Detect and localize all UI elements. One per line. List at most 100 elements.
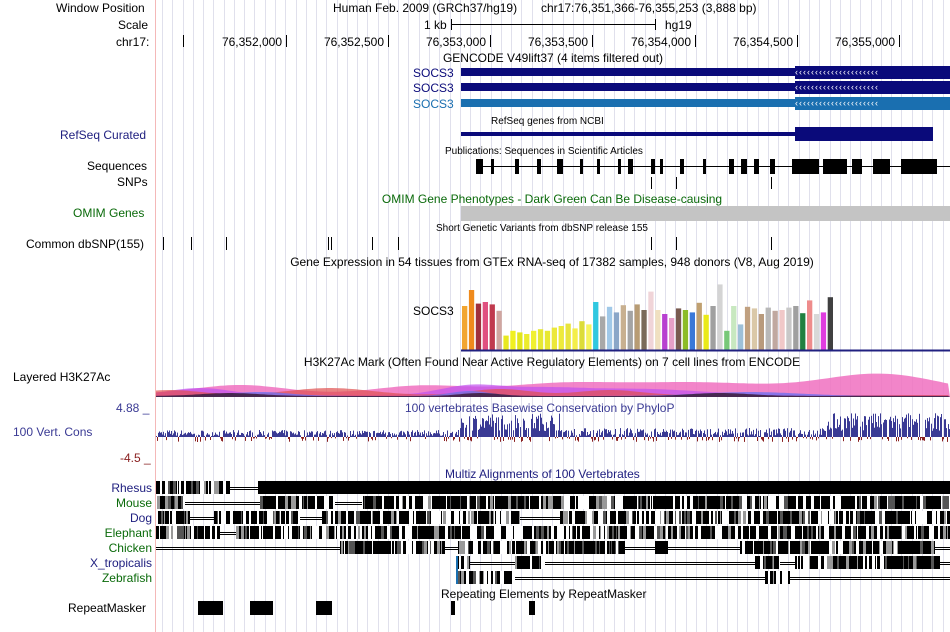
gencode-utr[interactable] xyxy=(461,99,795,107)
omim-track-label[interactable]: OMIM Genes xyxy=(73,206,145,220)
sequence-block[interactable] xyxy=(557,159,563,174)
sequence-block[interactable] xyxy=(823,159,847,174)
h3k27ac-track-label[interactable]: Layered H3K27Ac xyxy=(13,370,111,384)
gtex-bar[interactable] xyxy=(724,330,730,350)
gtex-bar[interactable] xyxy=(565,323,571,350)
alignment-block[interactable] xyxy=(456,571,515,584)
alignment-block[interactable] xyxy=(560,511,950,524)
sequences-track-label[interactable]: Sequences xyxy=(87,159,148,173)
alignment-block[interactable] xyxy=(236,526,950,539)
dbsnp-variant[interactable] xyxy=(331,237,332,250)
snp-tick[interactable] xyxy=(651,177,652,189)
gtex-bar[interactable] xyxy=(503,335,509,350)
snp-tick[interactable] xyxy=(771,177,772,189)
refseq-utr[interactable] xyxy=(461,132,795,136)
dbsnp-variant[interactable] xyxy=(651,237,652,250)
multiz-species-label[interactable]: Dog xyxy=(129,511,152,525)
gtex-bar[interactable] xyxy=(744,306,751,350)
repeat-element[interactable] xyxy=(529,601,535,615)
gtex-bar[interactable] xyxy=(820,312,827,350)
sequence-block[interactable] xyxy=(476,159,483,174)
alignment-block[interactable] xyxy=(156,511,190,524)
sequence-block[interactable] xyxy=(741,159,747,174)
multiz-species-label[interactable]: Elephant xyxy=(104,526,152,540)
gencode-exon-end[interactable] xyxy=(933,66,950,79)
gtex-bar[interactable] xyxy=(600,316,606,350)
sequence-block[interactable] xyxy=(618,159,621,174)
multiz-species-label[interactable]: Mouse xyxy=(115,496,152,510)
gtex-bar[interactable] xyxy=(703,314,709,350)
gencode-item-label[interactable]: SOCS3 xyxy=(413,81,454,95)
alignment-block[interactable] xyxy=(258,481,950,494)
gtex-bar[interactable] xyxy=(613,312,620,350)
gencode-exon-end[interactable] xyxy=(933,81,950,94)
gtex-bar[interactable] xyxy=(786,307,792,350)
sequence-block[interactable] xyxy=(901,159,937,174)
alignment-block[interactable] xyxy=(458,541,625,554)
alignment-block[interactable] xyxy=(515,556,545,569)
gtex-bar[interactable] xyxy=(827,297,833,350)
gtex-bar[interactable] xyxy=(551,327,557,350)
gtex-bar[interactable] xyxy=(524,334,530,350)
dbsnp-variant[interactable] xyxy=(163,237,164,250)
multiz-species-label[interactable]: Chicken xyxy=(108,541,152,555)
gencode-exon[interactable]: ‹‹‹‹‹‹‹‹‹‹‹‹‹‹‹‹‹‹‹‹‹ xyxy=(795,81,950,94)
gtex-bar[interactable] xyxy=(813,314,820,350)
gtex-bar[interactable] xyxy=(758,314,764,350)
alignment-block[interactable] xyxy=(156,526,220,539)
gtex-bar[interactable] xyxy=(606,306,613,350)
multiz-species-label[interactable]: X_tropicalis xyxy=(89,556,152,570)
repeat-element[interactable] xyxy=(198,601,223,615)
alignment-block[interactable] xyxy=(362,496,950,509)
gtex-bar[interactable] xyxy=(544,330,551,350)
snp-tick[interactable] xyxy=(676,177,677,189)
repeat-element[interactable] xyxy=(451,601,455,615)
gtex-bar[interactable] xyxy=(662,314,668,350)
sequence-block[interactable] xyxy=(729,159,734,174)
gtex-gene-label[interactable]: SOCS3 xyxy=(413,304,454,318)
alignment-block[interactable] xyxy=(456,556,470,569)
gtex-bar[interactable] xyxy=(772,310,778,350)
gtex-bar[interactable] xyxy=(489,304,495,350)
dbsnp-variant[interactable] xyxy=(372,237,373,250)
multiz-species-label[interactable]: Rhesus xyxy=(111,481,152,495)
gtex-bar[interactable] xyxy=(482,302,488,350)
sequence-block[interactable] xyxy=(770,159,775,174)
sequence-block[interactable] xyxy=(515,159,519,174)
gtex-bar[interactable] xyxy=(689,312,695,350)
gtex-bar[interactable] xyxy=(510,330,516,350)
dbsnp-track-label[interactable]: Common dbSNP(155) xyxy=(26,237,145,251)
sequence-block[interactable] xyxy=(852,159,862,174)
gtex-bar[interactable] xyxy=(634,304,640,350)
gtex-bar[interactable] xyxy=(468,290,475,350)
gencode-exon[interactable]: ‹‹‹‹‹‹‹‹‹‹‹‹‹‹‹‹‹‹‹‹‹ xyxy=(795,66,950,79)
gtex-bar[interactable] xyxy=(807,300,813,350)
gtex-bar[interactable] xyxy=(537,329,544,350)
repeatmasker-track-label[interactable]: RepeatMasker xyxy=(68,601,147,615)
gtex-bar[interactable] xyxy=(620,305,626,350)
dbsnp-variant[interactable] xyxy=(191,237,192,250)
sequence-block[interactable] xyxy=(792,159,819,174)
repeat-element[interactable] xyxy=(316,601,332,615)
dbsnp-variant[interactable] xyxy=(328,237,329,250)
gtex-bar[interactable] xyxy=(751,308,758,350)
gtex-bar[interactable] xyxy=(731,306,737,350)
omim-gene-bar[interactable] xyxy=(461,206,950,221)
gtex-bar[interactable] xyxy=(641,310,647,350)
dbsnp-variant[interactable] xyxy=(226,237,227,250)
gtex-bar[interactable] xyxy=(572,328,578,350)
alignment-block[interactable] xyxy=(740,541,935,554)
gencode-utr[interactable] xyxy=(461,68,795,76)
gencode-exon-end[interactable] xyxy=(933,97,950,110)
alignment-block[interactable] xyxy=(322,511,520,524)
refseq-track-label[interactable]: RefSeq Curated xyxy=(60,128,147,142)
alignment-block[interactable] xyxy=(156,481,230,494)
gtex-bar[interactable] xyxy=(558,326,564,350)
sequence-block[interactable] xyxy=(754,159,759,174)
sequence-block[interactable] xyxy=(680,159,684,174)
gtex-bar[interactable] xyxy=(793,306,799,350)
phylop-track-label[interactable]: 100 Vert. Cons xyxy=(13,425,93,439)
repeat-element[interactable] xyxy=(250,601,273,615)
